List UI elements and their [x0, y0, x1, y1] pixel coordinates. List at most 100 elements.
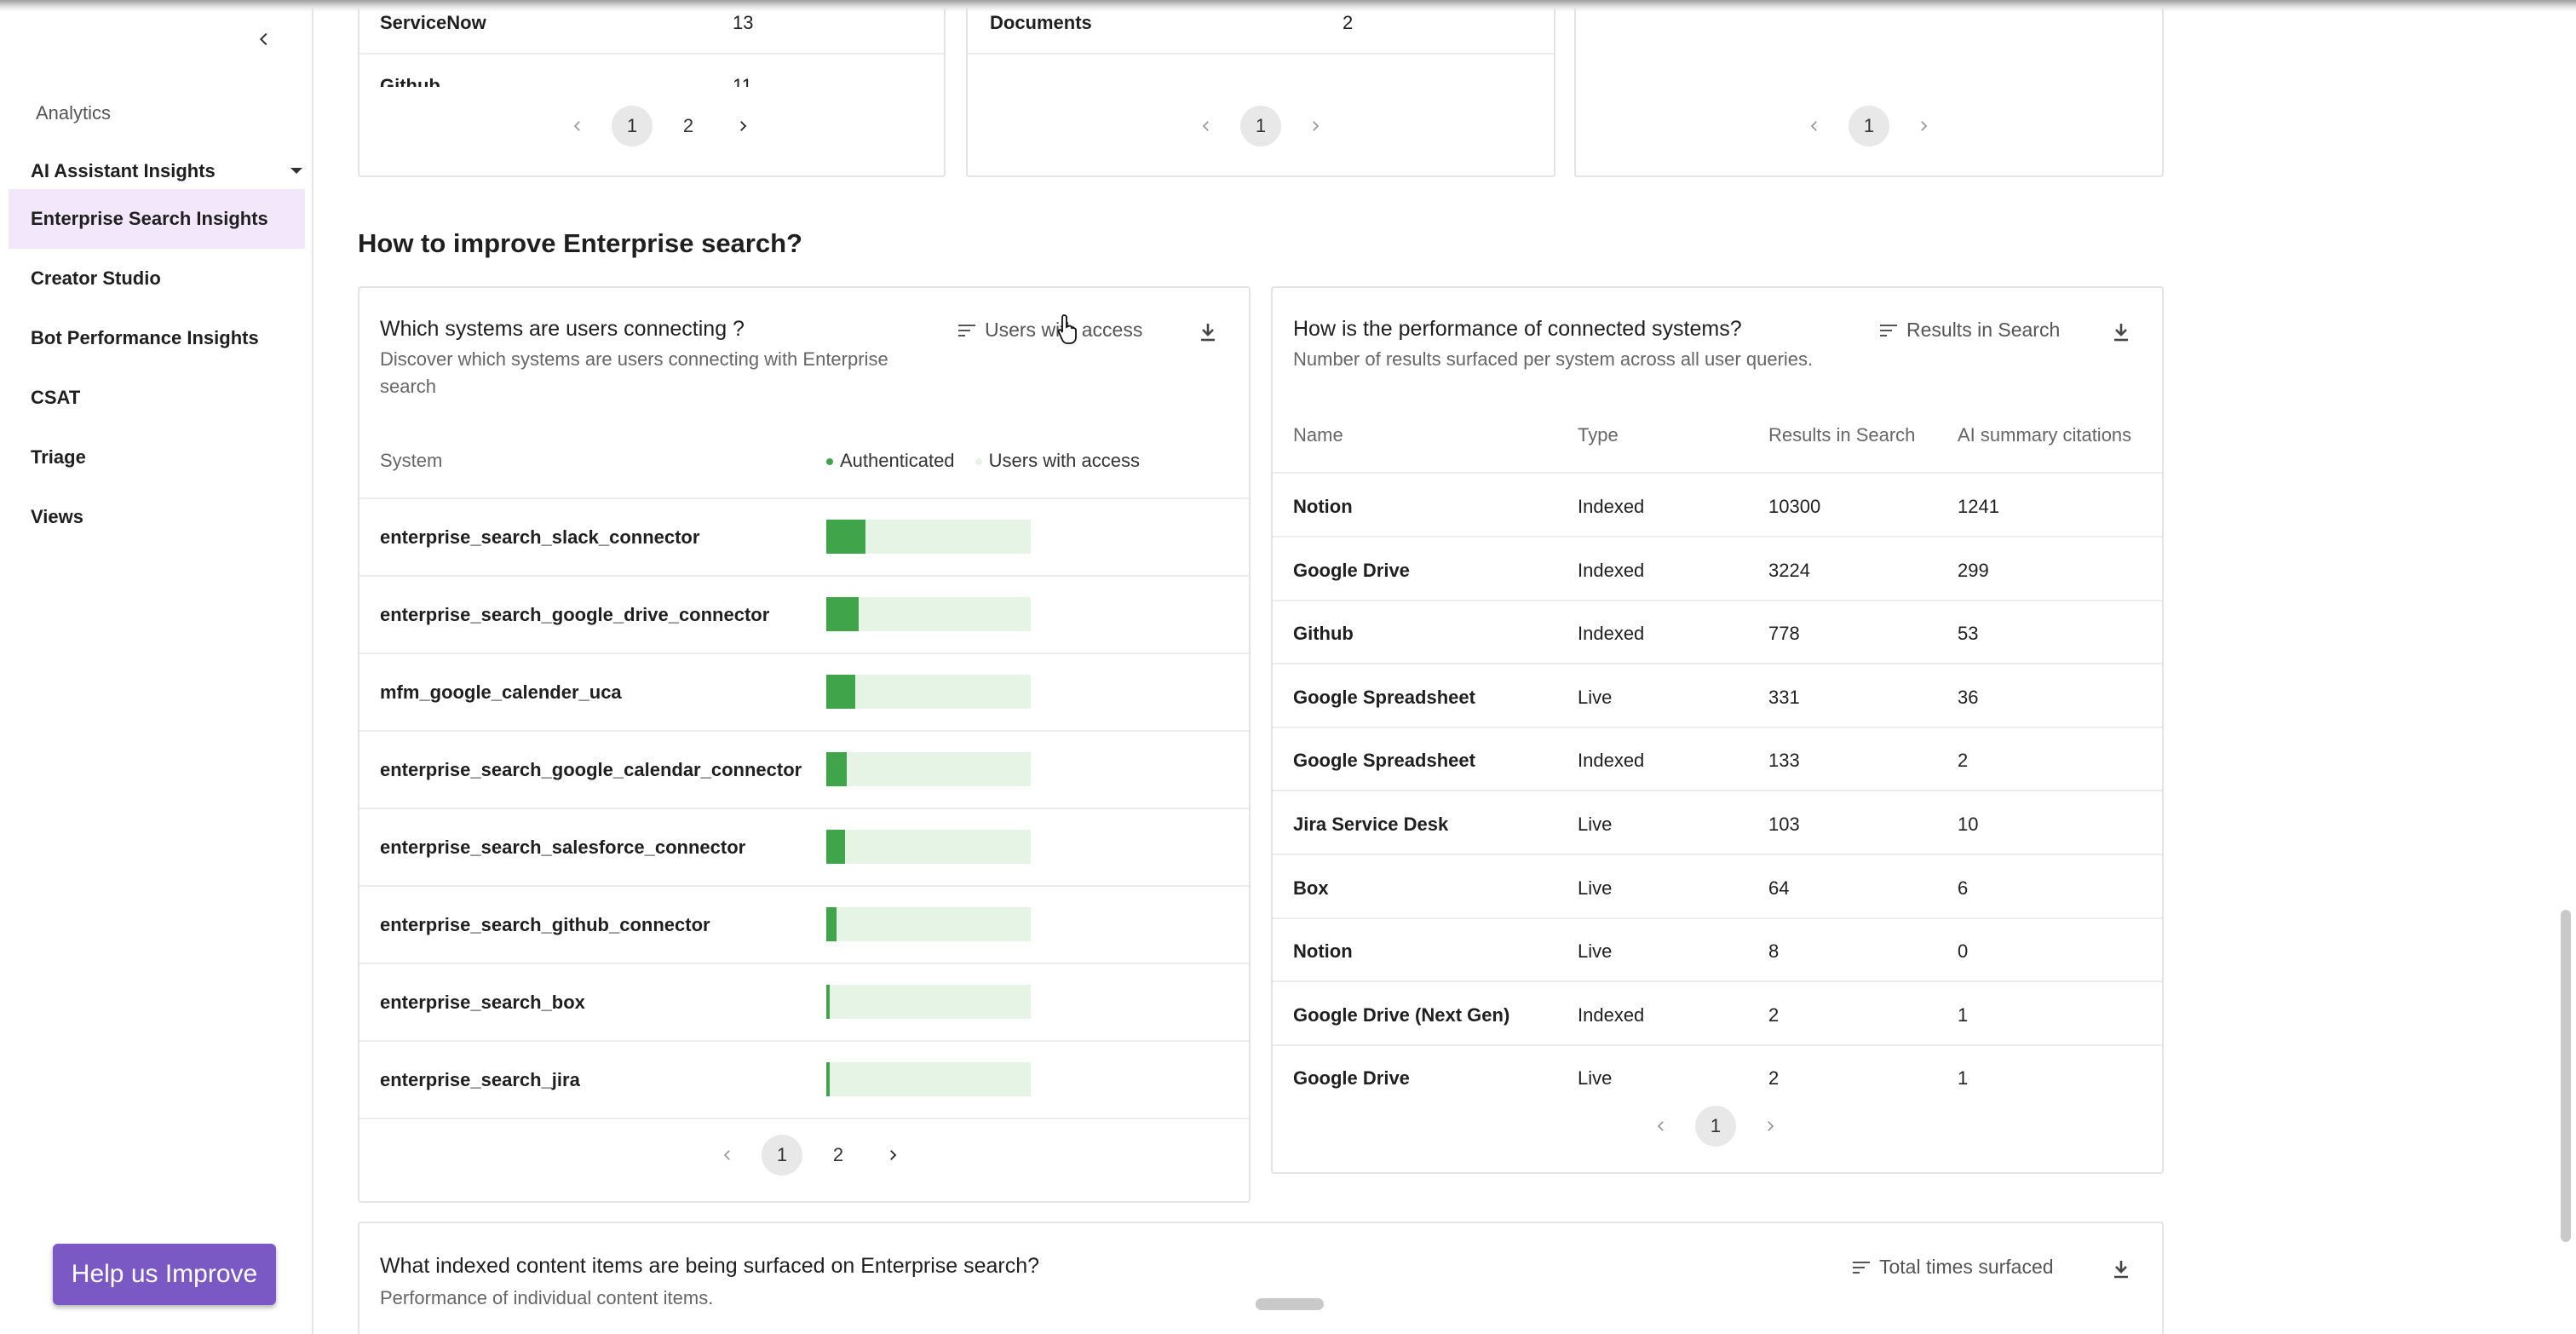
prev-page-button[interactable] — [1187, 107, 1225, 145]
column-header-results[interactable]: Results in Search — [1768, 424, 1915, 446]
system-name: mfm_google_calender_uca — [380, 681, 622, 703]
system-name: enterprise_search_google_calendar_connec… — [380, 759, 802, 780]
page-button[interactable]: 1 — [1695, 1106, 1736, 1147]
authenticated-bar-fill — [826, 830, 845, 864]
top-shadow — [0, 0, 2576, 12]
sidebar-item-enterprise-search-insights[interactable]: Enterprise Search Insights — [9, 189, 305, 249]
chevron-right-icon — [740, 121, 747, 131]
prev-page-button[interactable] — [1796, 107, 1833, 145]
access-bar[interactable] — [826, 907, 1031, 941]
access-bar[interactable] — [826, 830, 1031, 864]
column-header-type[interactable]: Type — [1578, 424, 1619, 446]
top-card-left: ServiceNow 13 Github 11 1 2 — [358, 0, 946, 177]
row-divider — [359, 1118, 1249, 1119]
header-divider — [359, 497, 1249, 499]
next-page-button[interactable] — [874, 1136, 911, 1174]
next-page-button[interactable] — [1905, 107, 1942, 145]
authenticated-bar-fill — [826, 1062, 830, 1096]
system-name-cell: Box — [1293, 877, 1329, 899]
access-bar[interactable] — [826, 675, 1031, 709]
chevron-left-icon — [259, 32, 267, 46]
page-button[interactable]: 1 — [762, 1135, 802, 1176]
column-header-name[interactable]: Name — [1293, 424, 1343, 446]
ai-citations-cell: 36 — [1958, 687, 1979, 708]
row-divider — [1273, 536, 2162, 538]
system-name-cell: Google Spreadsheet — [1293, 750, 1475, 771]
type-cell: Indexed — [1578, 496, 1645, 517]
card-title: What indexed content items are being sur… — [380, 1254, 1040, 1278]
results-cell: 64 — [1768, 877, 1790, 899]
ai-citations-cell: 1 — [1958, 1004, 1969, 1026]
row-divider — [1273, 980, 2162, 982]
download-button[interactable] — [1193, 317, 1223, 348]
access-bar[interactable] — [826, 520, 1031, 554]
row-divider — [1273, 917, 2162, 919]
sort-control[interactable]: Total times surfaced — [1852, 1256, 2054, 1279]
prev-page-button[interactable] — [1642, 1107, 1680, 1145]
ai-citations-cell: 299 — [1958, 560, 1989, 581]
sidebar-item-views[interactable]: Views — [31, 506, 83, 527]
row-divider — [968, 53, 1554, 55]
pagination: 1 — [1187, 106, 1334, 147]
system-name-cell: Jira Service Desk — [1293, 814, 1449, 835]
access-bar[interactable] — [826, 985, 1031, 1019]
results-cell: 778 — [1768, 623, 1800, 644]
legend-dot — [826, 458, 833, 466]
row-divider — [1273, 1044, 2162, 1046]
sidebar-group-ai-assistant-insights[interactable]: AI Assistant Insights — [31, 157, 303, 186]
download-icon — [1201, 324, 1215, 342]
sort-label: Results in Search — [1906, 319, 2061, 341]
collapse-sidebar-button[interactable] — [249, 24, 279, 55]
card-subtitle: Number of results surfaced per system ac… — [1293, 348, 1814, 370]
row-divider — [359, 730, 1249, 732]
help-us-improve-button[interactable]: Help us Improve — [53, 1244, 276, 1305]
row-name: ServiceNow — [380, 12, 486, 33]
page-button[interactable]: 1 — [612, 106, 653, 147]
system-name: enterprise_search_slack_connector — [380, 526, 700, 548]
access-bar[interactable] — [826, 752, 1031, 786]
pagination: 1 — [1796, 106, 1942, 147]
sidebar-item-creator-studio[interactable]: Creator Studio — [31, 267, 161, 289]
vertical-scrollbar[interactable] — [2561, 910, 2571, 1242]
authenticated-bar-fill — [826, 752, 847, 786]
sort-label: Total times surfaced — [1879, 1256, 2054, 1278]
horizontal-scrollbar[interactable] — [1256, 1298, 1324, 1310]
page-button[interactable]: 1 — [1240, 106, 1281, 147]
next-page-button[interactable] — [1751, 1107, 1789, 1145]
next-page-button[interactable] — [724, 107, 762, 145]
results-cell: 133 — [1768, 750, 1800, 771]
access-bar[interactable] — [826, 597, 1031, 631]
chevron-right-icon — [1921, 121, 1928, 131]
prev-page-button[interactable] — [709, 1136, 746, 1174]
system-name-cell: Notion — [1293, 496, 1353, 517]
system-name-cell: Google Drive — [1293, 560, 1410, 581]
page-button[interactable]: 2 — [832, 1144, 844, 1165]
download-button[interactable] — [2106, 1254, 2136, 1285]
download-button[interactable] — [2106, 317, 2136, 348]
row-value: 11 — [733, 75, 752, 87]
type-cell: Indexed — [1578, 750, 1645, 771]
row-divider — [359, 653, 1249, 654]
sidebar-item-csat[interactable]: CSAT — [31, 387, 81, 408]
sort-icon — [1853, 1261, 1870, 1274]
sort-control[interactable]: Users with access — [957, 319, 1142, 342]
system-name-cell: Google Spreadsheet — [1293, 687, 1475, 708]
sidebar-items: Enterprise Search Insights Creator Studi… — [9, 189, 305, 547]
sidebar-item-bot-performance-insights[interactable]: Bot Performance Insights — [31, 327, 259, 348]
page-button[interactable]: 2 — [682, 115, 694, 136]
access-bar[interactable] — [826, 1062, 1031, 1096]
sort-control[interactable]: Results in Search — [1879, 319, 2060, 342]
authenticated-bar-fill — [826, 597, 859, 631]
ai-citations-cell: 1 — [1958, 1067, 1969, 1089]
prev-page-button[interactable] — [559, 107, 596, 145]
next-page-button[interactable] — [1297, 107, 1334, 145]
download-icon — [2114, 1261, 2128, 1279]
type-cell: Indexed — [1578, 560, 1645, 581]
row-divider — [359, 1040, 1249, 1042]
ai-citations-cell: 10 — [1958, 814, 1979, 835]
system-name: enterprise_search_salesforce_connector — [380, 837, 746, 858]
row-divider — [359, 885, 1249, 887]
page-button[interactable]: 1 — [1849, 106, 1889, 147]
column-header-ai-citations[interactable]: AI summary citations — [1958, 424, 2132, 446]
sidebar-item-triage[interactable]: Triage — [31, 446, 86, 468]
